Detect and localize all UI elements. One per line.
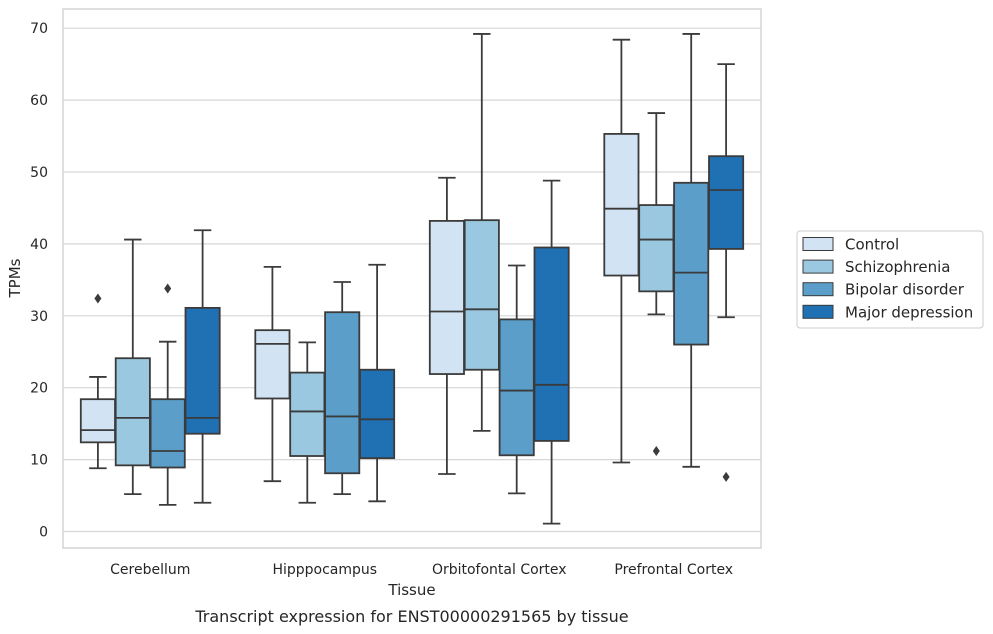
box-2-1 [114, 238, 151, 496]
legend-frame [796, 230, 984, 329]
box-iqr [149, 398, 186, 469]
box-iqr [254, 329, 291, 400]
outlier-point [94, 293, 102, 304]
box-iqr [359, 368, 396, 460]
y-tick-label: 20 [30, 381, 48, 397]
outlier-point [164, 283, 172, 294]
x-axis-ticks: Cerebellum Hipppocampus Orbitofontal Corte… [110, 562, 733, 578]
x-tick-label: Cerebellum [110, 562, 190, 578]
y-tick-label: 0 [39, 525, 48, 541]
box-iqr [324, 311, 361, 475]
box-4-1 [184, 229, 221, 504]
box-iqr [114, 357, 151, 467]
box-iqr [638, 204, 675, 293]
outlier-point [652, 445, 660, 456]
box-3-1 [149, 283, 186, 506]
legend: Control Schizophrenia Bipolar disorder Majo… [796, 230, 984, 329]
x-tick-label: Prefrontal Cortex [614, 562, 733, 578]
legend-swatch [802, 237, 834, 251]
legend-swatch [802, 282, 834, 297]
y-tick-label: 60 [30, 93, 48, 109]
y-axis-ticks: 0 10 20 30 40 50 60 70 [30, 21, 48, 540]
y-tick-label: 70 [30, 21, 48, 37]
y-tick-label: 50 [30, 165, 48, 181]
outlier-point [722, 471, 730, 482]
box-1-1 [79, 293, 116, 470]
box-iqr [498, 318, 535, 457]
box-iqr [289, 371, 326, 457]
box-2-4 [638, 112, 675, 456]
legend-label: Schizophrenia [845, 258, 950, 276]
legend-label: Control [845, 236, 899, 254]
boxes-layer [79, 33, 745, 525]
box-iqr [603, 132, 640, 277]
y-tick-label: 10 [30, 453, 48, 469]
box-iqr [463, 219, 500, 371]
chart-caption: Transcript expression for ENST0000029156… [194, 607, 628, 626]
box-1-2 [254, 266, 291, 483]
box-2-3 [463, 33, 500, 432]
box-4-2 [359, 263, 396, 503]
box-iqr [533, 246, 570, 442]
x-axis-label: Tissue [387, 581, 435, 599]
legend-swatch [802, 304, 834, 319]
box-iqr [708, 155, 745, 250]
x-tick-label: Orbitofontal Cortex [432, 562, 567, 578]
legend-swatch [802, 259, 834, 274]
box-3-4 [673, 33, 710, 468]
y-tick-label: 30 [30, 309, 48, 325]
box-3-2 [324, 281, 361, 496]
box-iqr [428, 219, 465, 375]
box-4-4 [708, 63, 745, 482]
box-iqr [79, 398, 116, 444]
box-3-3 [498, 264, 535, 495]
legend-label: Major depression [845, 303, 973, 321]
y-tick-label: 40 [30, 237, 48, 253]
x-tick-label: Hipppocampus [272, 562, 377, 578]
box-4-3 [533, 179, 570, 525]
box-iqr [673, 181, 710, 346]
legend-label: Bipolar disorder [845, 281, 965, 299]
y-axis-label: TPMs [6, 258, 24, 298]
box-1-3 [428, 176, 465, 475]
box-iqr [184, 306, 221, 435]
